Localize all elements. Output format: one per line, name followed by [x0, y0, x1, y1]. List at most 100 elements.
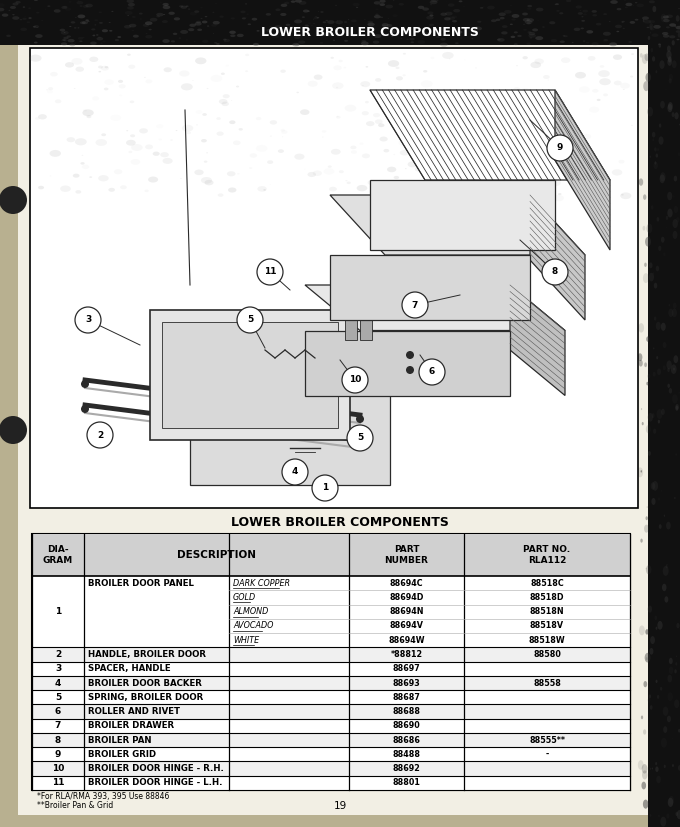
- Ellipse shape: [672, 764, 674, 767]
- Ellipse shape: [661, 738, 667, 748]
- Ellipse shape: [339, 60, 343, 62]
- Ellipse shape: [74, 42, 76, 44]
- Ellipse shape: [206, 152, 208, 153]
- Ellipse shape: [280, 69, 286, 73]
- Ellipse shape: [555, 3, 559, 5]
- Ellipse shape: [447, 3, 454, 7]
- Ellipse shape: [452, 16, 457, 18]
- Ellipse shape: [646, 568, 647, 569]
- Ellipse shape: [89, 176, 92, 178]
- Ellipse shape: [139, 18, 142, 20]
- Text: 19: 19: [333, 801, 347, 811]
- Ellipse shape: [414, 155, 423, 160]
- Ellipse shape: [657, 148, 659, 151]
- Ellipse shape: [511, 36, 515, 38]
- Ellipse shape: [299, 1, 307, 5]
- Ellipse shape: [641, 782, 646, 790]
- Ellipse shape: [75, 138, 87, 146]
- Ellipse shape: [403, 74, 406, 76]
- Ellipse shape: [12, 14, 15, 15]
- Ellipse shape: [669, 796, 674, 805]
- Ellipse shape: [678, 729, 680, 733]
- Ellipse shape: [313, 23, 316, 24]
- Ellipse shape: [229, 121, 235, 124]
- Text: 11: 11: [52, 778, 64, 787]
- Ellipse shape: [496, 93, 506, 99]
- Text: 6: 6: [55, 707, 61, 716]
- Ellipse shape: [27, 22, 30, 23]
- Ellipse shape: [581, 27, 584, 29]
- Ellipse shape: [87, 21, 90, 22]
- Ellipse shape: [659, 44, 661, 48]
- Text: 88694C: 88694C: [390, 579, 424, 588]
- Ellipse shape: [663, 252, 666, 256]
- Ellipse shape: [668, 74, 673, 80]
- Ellipse shape: [667, 192, 673, 200]
- Ellipse shape: [635, 2, 637, 3]
- Polygon shape: [330, 195, 585, 255]
- Ellipse shape: [207, 88, 209, 89]
- Ellipse shape: [388, 60, 399, 67]
- Ellipse shape: [660, 687, 662, 691]
- Text: 5: 5: [55, 693, 61, 702]
- Circle shape: [87, 422, 113, 448]
- Ellipse shape: [655, 615, 657, 620]
- Ellipse shape: [643, 19, 644, 21]
- Ellipse shape: [373, 41, 379, 44]
- Ellipse shape: [112, 11, 114, 12]
- Polygon shape: [150, 310, 350, 440]
- Bar: [360, 318, 372, 340]
- Ellipse shape: [511, 18, 515, 21]
- Bar: [32, 719, 630, 733]
- Ellipse shape: [374, 15, 381, 18]
- Circle shape: [402, 292, 428, 318]
- Ellipse shape: [294, 36, 300, 39]
- Ellipse shape: [69, 1, 71, 2]
- Ellipse shape: [439, 34, 443, 36]
- Text: BROILER GRID: BROILER GRID: [88, 750, 156, 759]
- Ellipse shape: [679, 124, 680, 126]
- Ellipse shape: [656, 776, 661, 783]
- Ellipse shape: [650, 26, 652, 29]
- Text: 88801: 88801: [392, 778, 420, 787]
- Text: 88518W: 88518W: [528, 636, 565, 645]
- Ellipse shape: [146, 35, 152, 39]
- Ellipse shape: [308, 22, 311, 24]
- Bar: [32, 705, 630, 719]
- Ellipse shape: [398, 3, 404, 6]
- Ellipse shape: [69, 26, 71, 27]
- Ellipse shape: [162, 20, 168, 23]
- Ellipse shape: [551, 39, 557, 42]
- Bar: [0, 0, 680, 45]
- Ellipse shape: [579, 169, 585, 172]
- Ellipse shape: [109, 30, 112, 31]
- Ellipse shape: [196, 21, 201, 23]
- Ellipse shape: [658, 815, 660, 817]
- Ellipse shape: [366, 121, 375, 127]
- Ellipse shape: [322, 22, 326, 23]
- Ellipse shape: [527, 7, 532, 10]
- Ellipse shape: [645, 629, 649, 634]
- Ellipse shape: [201, 7, 203, 8]
- Ellipse shape: [335, 21, 343, 24]
- Ellipse shape: [69, 44, 75, 46]
- Ellipse shape: [528, 34, 536, 38]
- Text: 88580: 88580: [533, 650, 561, 659]
- Ellipse shape: [646, 337, 649, 342]
- Ellipse shape: [523, 29, 527, 31]
- Ellipse shape: [54, 9, 61, 12]
- Ellipse shape: [179, 5, 184, 7]
- Ellipse shape: [444, 17, 451, 21]
- Polygon shape: [510, 285, 565, 395]
- Ellipse shape: [517, 35, 522, 37]
- Ellipse shape: [659, 524, 662, 528]
- Ellipse shape: [551, 153, 559, 158]
- Ellipse shape: [648, 413, 653, 422]
- Ellipse shape: [118, 36, 121, 38]
- Ellipse shape: [481, 173, 488, 177]
- Ellipse shape: [82, 109, 94, 117]
- Ellipse shape: [99, 71, 101, 73]
- Ellipse shape: [357, 185, 367, 191]
- Text: 7: 7: [55, 721, 61, 730]
- Ellipse shape: [281, 3, 287, 7]
